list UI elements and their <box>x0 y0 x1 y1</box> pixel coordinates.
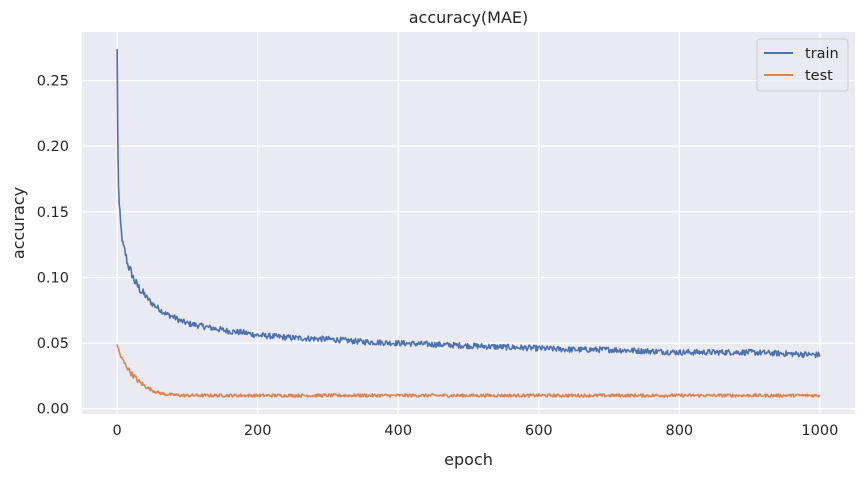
y-tick-label: 0.00 <box>37 402 69 418</box>
series-line-train <box>116 49 821 359</box>
y-axis-label: accuracy <box>9 187 28 259</box>
legend-label-test: test <box>805 68 833 84</box>
x-tick-label: 1000 <box>801 423 838 439</box>
grid <box>82 32 855 414</box>
series-line-test <box>116 344 821 398</box>
x-tick-label: 400 <box>384 423 412 439</box>
tick-labels: 0 200 400 600 800 1000 0.00 0.05 0.10 0.15 0.20 0.2… <box>37 74 839 439</box>
legend: train test <box>756 38 849 92</box>
y-tick-label: 0.15 <box>37 205 69 221</box>
y-tick-label: 0.05 <box>37 336 69 352</box>
x-axis-label: epoch <box>444 450 493 469</box>
x-tick-label: 600 <box>525 423 553 439</box>
x-tick-label: 800 <box>665 423 693 439</box>
series-lines <box>116 49 821 398</box>
plot-area <box>82 32 855 414</box>
y-tick-label: 0.10 <box>37 270 69 286</box>
y-tick-label: 0.25 <box>37 74 69 90</box>
chart-title: accuracy(MAE) <box>409 8 529 27</box>
legend-label-train: train <box>805 46 839 62</box>
x-tick-label: 200 <box>244 423 272 439</box>
x-tick-label: 0 <box>113 423 122 439</box>
y-tick-label: 0.20 <box>37 139 69 155</box>
